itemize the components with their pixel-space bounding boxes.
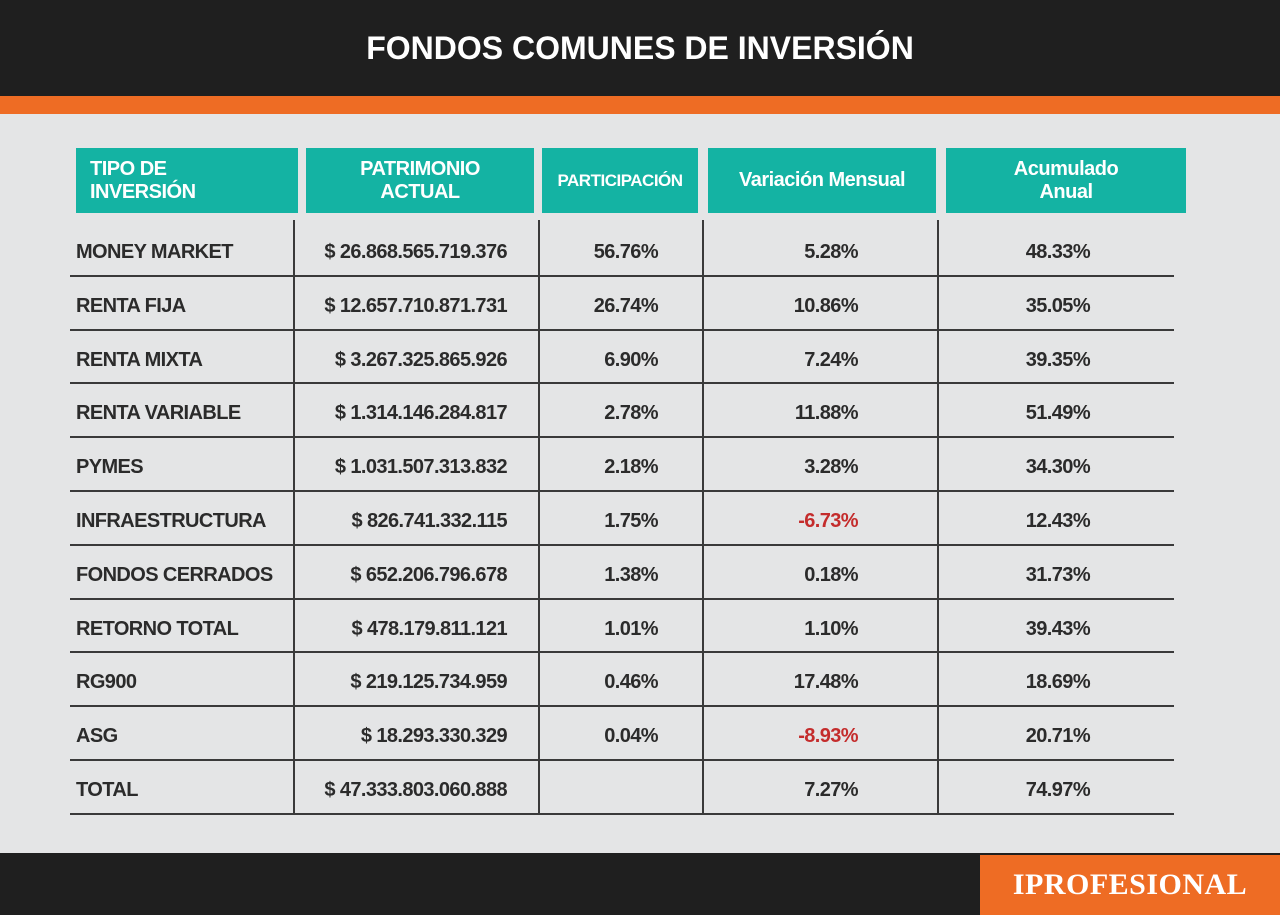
row-acumulado: 39.43% bbox=[1025, 617, 1091, 640]
accent-bar bbox=[0, 96, 1280, 114]
row-divider bbox=[70, 382, 1174, 385]
row-acumulado: 20.71% bbox=[1025, 725, 1091, 748]
header-participacion: PARTICIPACIÓN bbox=[542, 148, 698, 213]
row-tipo: RETORNO TOTAL bbox=[76, 617, 239, 640]
row-participacion: 0.46% bbox=[604, 671, 658, 694]
row-divider bbox=[70, 705, 1174, 708]
row-tipo: ASG bbox=[76, 725, 118, 748]
header-tipo: TIPO DE INVERSIÓN bbox=[76, 148, 298, 213]
row-patrimonio: $ 652.206.796.678 bbox=[350, 563, 507, 586]
row-acumulado: 18.69% bbox=[1025, 671, 1091, 694]
row-divider bbox=[70, 597, 1174, 600]
row-participacion: 6.90% bbox=[604, 348, 658, 371]
header-bar: FONDOS COMUNES DE INVERSIÓN bbox=[0, 0, 1280, 96]
row-variacion: 11.88% bbox=[794, 402, 859, 425]
row-participacion: 1.38% bbox=[604, 563, 658, 586]
row-acumulado: 51.49% bbox=[1025, 402, 1091, 425]
row-tipo: MONEY MARKET bbox=[76, 241, 233, 263]
row-divider bbox=[70, 436, 1174, 439]
row-patrimonio: $ 18.293.330.329 bbox=[360, 725, 508, 748]
row-acumulado: 35.05% bbox=[1025, 294, 1091, 317]
row-participacion: 1.01% bbox=[604, 617, 658, 640]
row-participacion: 2.18% bbox=[604, 456, 658, 479]
row-tipo: INFRAESTRUCTURA bbox=[76, 510, 266, 532]
row-variacion: -8.93% bbox=[798, 725, 858, 748]
row-tipo: RENTA MIXTA bbox=[76, 348, 203, 371]
row-patrimonio: $ 478.179.811.121 bbox=[351, 617, 507, 640]
row-tipo: FONDOS CERRADOS bbox=[76, 563, 273, 586]
row-tipo: RG900 bbox=[76, 671, 137, 694]
column-divider bbox=[538, 220, 540, 814]
header-acumulado: Acumulado Anual bbox=[946, 148, 1186, 213]
header-variacion: Variación Mensual bbox=[708, 148, 936, 213]
row-acumulado: 31.73% bbox=[1025, 563, 1091, 586]
row-divider bbox=[70, 759, 1174, 761]
row-participacion: 26.74% bbox=[593, 294, 659, 317]
row-patrimonio: $ 219.125.734.959 bbox=[350, 671, 507, 694]
column-divider bbox=[293, 220, 295, 814]
row-patrimonio: $ 826.741.332.115 bbox=[351, 510, 507, 532]
row-patrimonio: $ 1.314.146.284.817 bbox=[334, 402, 508, 425]
row-patrimonio: $ 47.333.803.060.888 bbox=[324, 779, 507, 801]
row-acumulado: 34.30% bbox=[1025, 456, 1091, 479]
row-divider bbox=[70, 490, 1174, 492]
row-variacion: 1.10% bbox=[804, 617, 858, 640]
row-divider bbox=[70, 543, 1174, 546]
row-participacion: 0.04% bbox=[604, 725, 658, 748]
brand-logo-text: IPROFESIONAL bbox=[1012, 868, 1248, 901]
row-tipo: RENTA FIJA bbox=[76, 294, 186, 317]
row-acumulado: 12.43% bbox=[1025, 510, 1091, 532]
row-variacion: 5.28% bbox=[804, 241, 858, 263]
row-patrimonio: $ 12.657.710.871.731 bbox=[324, 294, 507, 317]
page-title: FONDOS COMUNES DE INVERSIÓN bbox=[366, 29, 914, 66]
row-divider bbox=[70, 274, 1174, 277]
row-tipo: PYMES bbox=[76, 456, 144, 479]
row-acumulado: 74.97% bbox=[1025, 779, 1091, 801]
column-divider bbox=[937, 220, 939, 814]
header-patrimonio: PATRIMONIO ACTUAL bbox=[306, 148, 534, 213]
row-participacion: 1.75% bbox=[604, 510, 658, 532]
row-variacion: 0.18% bbox=[804, 563, 858, 586]
row-participacion: 2.78% bbox=[604, 402, 658, 425]
row-variacion: 17.48% bbox=[793, 671, 859, 694]
column-divider bbox=[702, 220, 704, 814]
row-tipo: TOTAL bbox=[76, 779, 138, 801]
row-acumulado: 48.33% bbox=[1025, 241, 1091, 263]
row-patrimonio: $ 26.868.565.719.376 bbox=[324, 241, 507, 263]
row-acumulado: 39.35% bbox=[1025, 348, 1091, 371]
row-variacion: -6.73% bbox=[798, 510, 858, 532]
row-patrimonio: $ 1.031.507.313.832 bbox=[334, 456, 508, 479]
row-variacion: 3.28% bbox=[804, 456, 858, 479]
row-divider bbox=[70, 651, 1174, 654]
brand-logo: IPROFESIONAL bbox=[980, 855, 1280, 915]
row-variacion: 7.27% bbox=[804, 779, 858, 801]
row-patrimonio: $ 3.267.325.865.926 bbox=[334, 348, 508, 371]
row-tipo: RENTA VARIABLE bbox=[76, 402, 241, 425]
row-variacion: 7.24% bbox=[804, 348, 858, 371]
row-divider bbox=[70, 812, 1174, 815]
row-participacion: 56.76% bbox=[593, 241, 659, 263]
row-variacion: 10.86% bbox=[793, 294, 859, 317]
row-divider bbox=[70, 328, 1174, 331]
